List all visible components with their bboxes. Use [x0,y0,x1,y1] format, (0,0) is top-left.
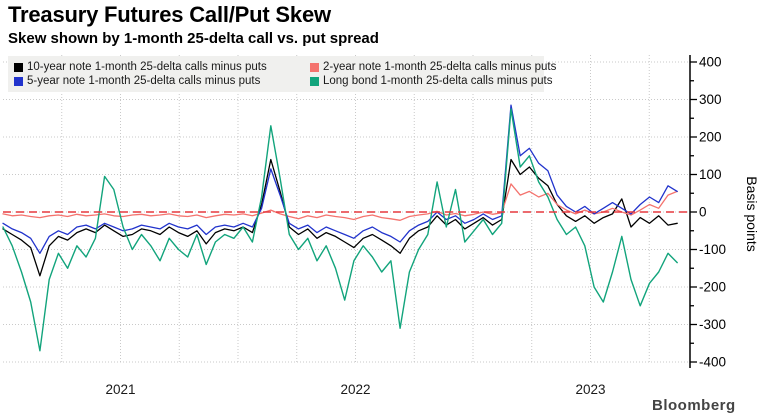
legend-swatch [310,62,319,72]
series-line-0 [2,158,678,277]
legend-swatch [310,76,319,86]
series-line-3 [2,108,678,352]
y-tick-label: -200 [699,280,726,295]
series-line-1 [2,183,678,221]
y-tick-label: 100 [699,167,722,182]
y-tick-label: -300 [699,317,726,332]
legend-item-label: Long bond 1-month 25-delta calls minus p… [323,75,553,87]
x-year-label: 2021 [105,382,135,397]
x-year-label: 2022 [340,382,370,397]
y-tick-label: -100 [699,242,726,257]
legend-item: 2-year note 1-month 25-delta calls minus… [310,61,556,73]
legend-item: Long bond 1-month 25-delta calls minus p… [310,75,556,87]
y-tick-label: 300 [699,92,722,107]
y-axis-title: Basis points [744,176,757,251]
y-tick-label: 200 [699,130,722,145]
legend-item: 5-year note 1-month 25-delta calls minus… [14,75,304,87]
legend-item: 10-year note 1-month 25-delta calls minu… [14,61,304,73]
y-tick-label: 400 [699,55,722,70]
y-tick-label: -400 [699,355,726,370]
series-line-2 [2,104,678,254]
legend-item-label: 5-year note 1-month 25-delta calls minus… [27,75,261,87]
legend-swatch [14,62,23,72]
legend-item-label: 2-year note 1-month 25-delta calls minus… [323,61,557,73]
legend: 10-year note 1-month 25-delta calls minu… [8,56,556,92]
page-title: Treasury Futures Call/Put Skew [8,2,331,27]
skew-chart-svg: 400 300 200 100 0 -100 -200 -300 -400 Basis point… [2,55,757,397]
legend-swatch [14,76,23,86]
x-year-label: 2023 [575,382,605,397]
y-tick-label: 0 [699,205,707,220]
chart-header: Treasury Futures Call/Put Skew Skew show… [8,2,379,48]
legend-item-label: 10-year note 1-month 25-delta calls minu… [27,61,267,73]
watermark-bloomberg: Bloomberg [652,397,736,414]
page-subtitle: Skew shown by 1-month 25-delta call vs. … [8,30,379,47]
